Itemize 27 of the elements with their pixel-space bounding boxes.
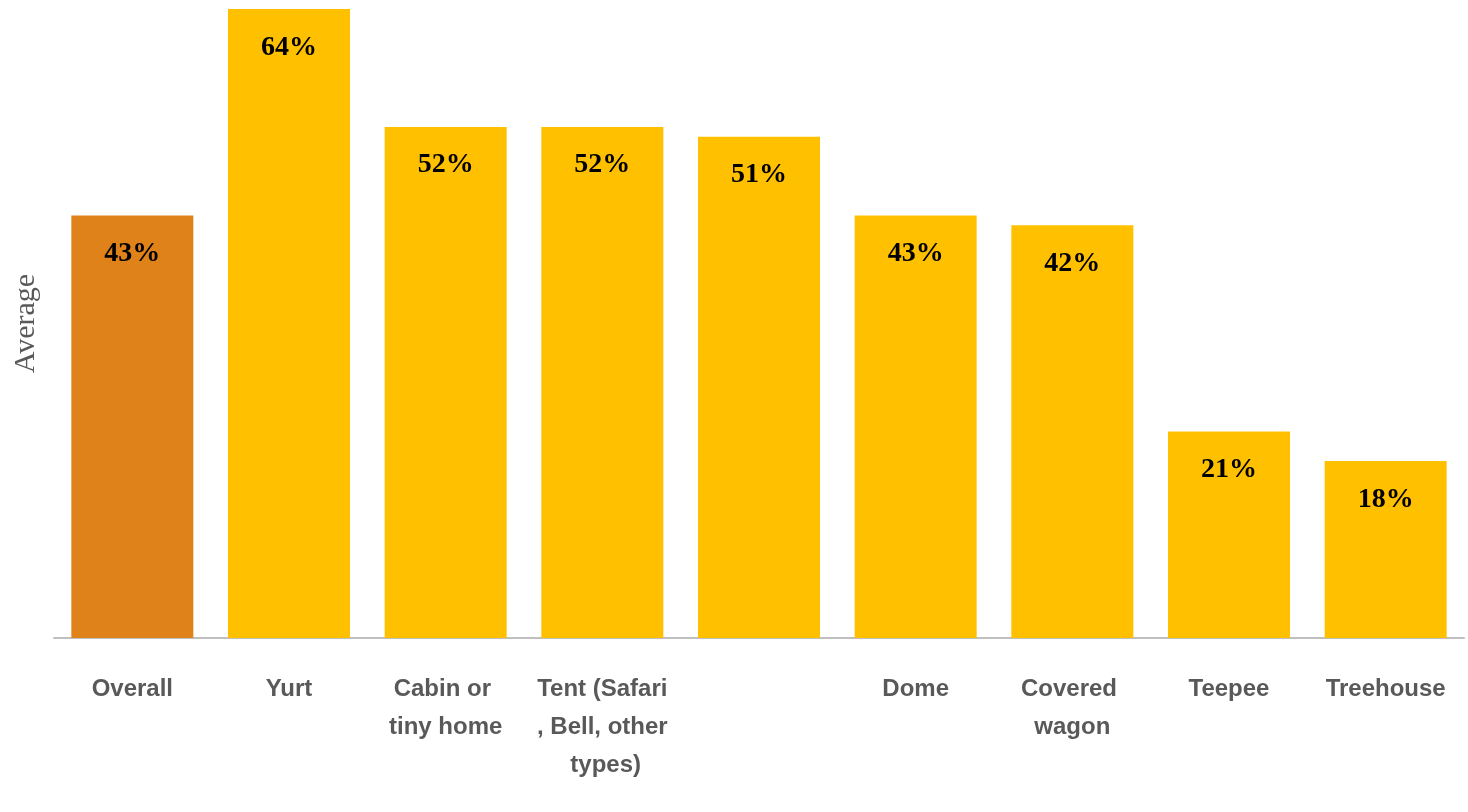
data-label: 18% (1357, 481, 1414, 513)
bar (541, 126, 664, 638)
bar (698, 136, 820, 638)
data-label: 21% (1201, 452, 1257, 484)
x-tick-label: Teepee (1188, 673, 1270, 701)
data-label: 42% (1044, 245, 1101, 277)
x-tick-label: Overall (91, 673, 174, 701)
bar (1168, 431, 1290, 638)
data-label: 43% (104, 235, 161, 267)
data-label: 64% (261, 29, 317, 61)
y-axis-title: Average (6, 273, 40, 374)
x-tick-label: Yurt (265, 673, 313, 701)
bar (1324, 461, 1447, 638)
bar (1011, 225, 1134, 638)
data-label: 51% (731, 157, 787, 189)
x-tick-label: Treehouse (1325, 673, 1446, 701)
data-label: 43% (887, 235, 944, 267)
bar (384, 126, 507, 638)
x-tick-label: Tent (Safari, Bell, other types) (536, 673, 668, 777)
x-tick-label: Covered wagon (1020, 673, 1124, 739)
x-tick-label: Dome (882, 673, 950, 701)
data-label: 52% (417, 147, 474, 179)
bar (854, 215, 977, 638)
data-label: 52% (574, 147, 631, 179)
x-tick-label: Cabin or tiny home (388, 673, 503, 739)
bar (228, 9, 350, 638)
bar (71, 215, 194, 638)
